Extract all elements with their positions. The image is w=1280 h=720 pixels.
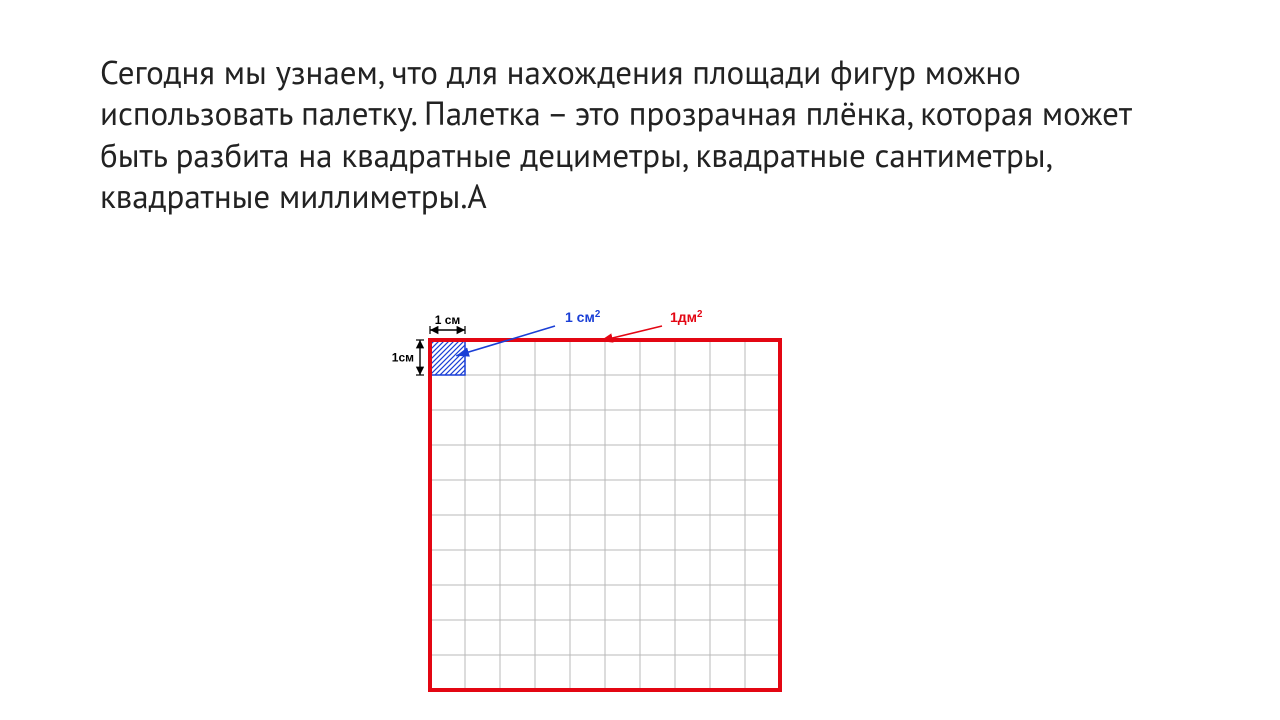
svg-text:1дм2: 1дм2 [670,310,703,325]
svg-text:1 см2: 1 см2 [565,310,601,325]
svg-text:1 см: 1 см [435,313,461,327]
svg-text:1см: 1см [392,351,414,365]
slide: Сегодня мы узнаем, что для нахождения пл… [0,0,1280,720]
paragraph-text: Сегодня мы узнаем, что для нахождения пл… [100,52,1180,217]
grid-diagram: 1 см 1см 1 см2 1дм2 [380,310,880,710]
